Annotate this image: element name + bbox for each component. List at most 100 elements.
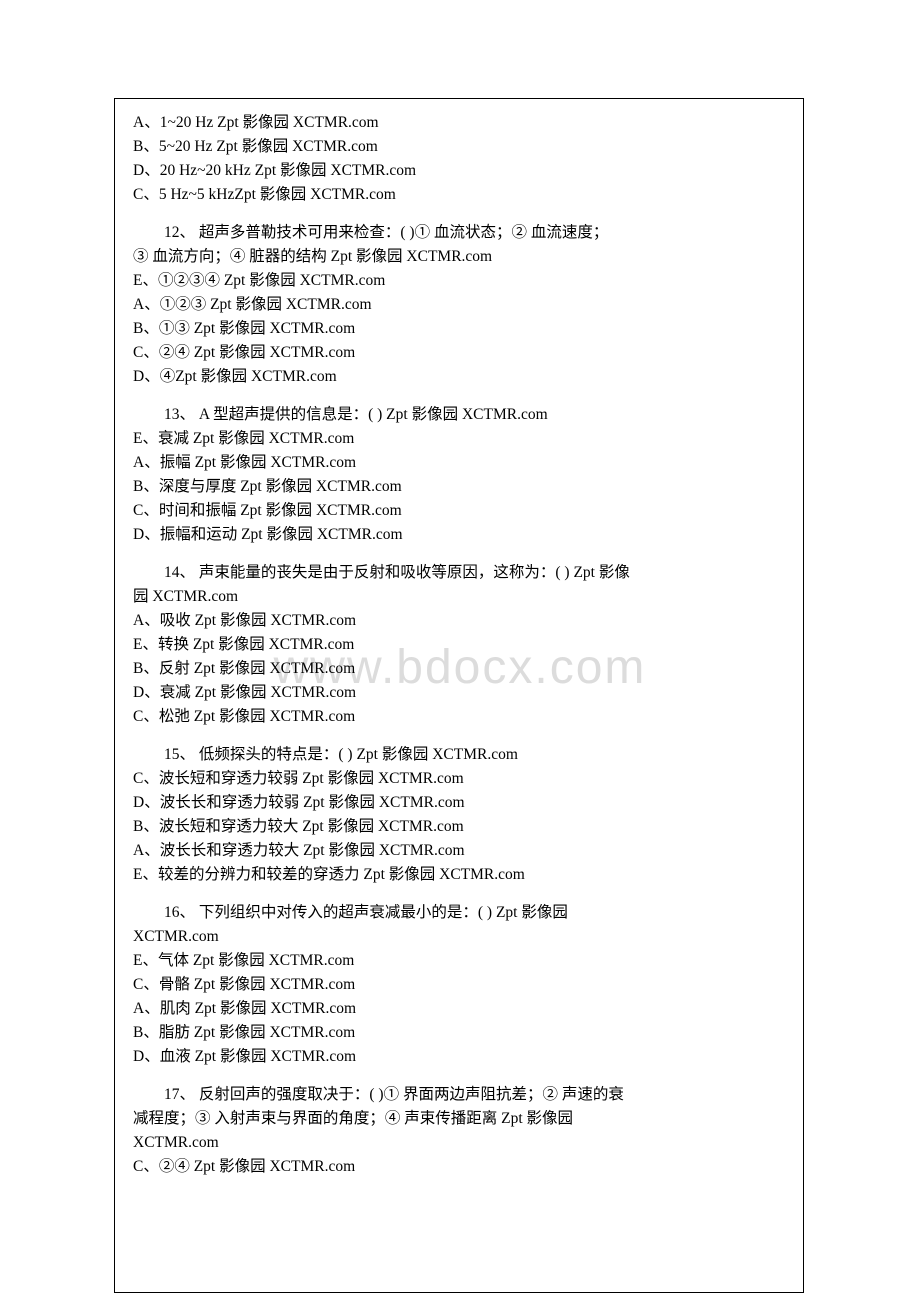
suffix: Zpt 影像园 XCTMR.com — [216, 138, 377, 155]
suffix: Zpt 影像园 XCTMR.com — [302, 770, 463, 787]
q15-option-b: B、波长短和穿透力较大 Zpt 影像园 XCTMR.com — [133, 815, 785, 839]
suffix: Zpt 影像园 XCTMR.com — [195, 1000, 356, 1017]
q15-q-text: 15、 低频探头的特点是：( ) — [164, 746, 353, 763]
suffix: Zpt 影像园 XCTMR.com — [255, 162, 416, 179]
q16-opt-c-text: C、骨骼 — [133, 976, 190, 993]
q11-opt-c-text: C、5 Hz~5 kHz — [133, 186, 234, 203]
q13-option-a: A、振幅 Zpt 影像园 XCTMR.com — [133, 451, 785, 475]
q11-option-d: D、20 Hz~20 kHz Zpt 影像园 XCTMR.com — [133, 159, 785, 183]
suffix: Zpt 影像园 XCTMR.com — [193, 952, 354, 969]
q12-opt-a-text: A、①②③ — [133, 296, 206, 313]
q14-q-p1: 14、 声束能量的丧失是由于反射和吸收等原因，这称为：( ) — [164, 564, 570, 581]
suffix: Zpt 影像园 XCTMR.com — [194, 660, 355, 677]
q16-opt-a-text: A、肌肉 — [133, 1000, 191, 1017]
suffix: Zpt 影像园 XCTMR.com — [195, 454, 356, 471]
q17-question-p3: XCTMR.com — [133, 1131, 785, 1155]
q15-opt-a-text: A、波长长和穿透力较大 — [133, 842, 299, 859]
q16-opt-e-text: E、气体 — [133, 952, 189, 969]
q14-opt-b-text: B、反射 — [133, 660, 190, 677]
suffix: Zpt 影像园 XCTMR.com — [193, 636, 354, 653]
q11-option-a: A、1~20 Hz Zpt 影像园 XCTMR.com — [133, 111, 785, 135]
q13-option-e: E、衰减 Zpt 影像园 XCTMR.com — [133, 427, 785, 451]
q16-option-e: E、气体 Zpt 影像园 XCTMR.com — [133, 949, 785, 973]
suffix: Zpt 影像园 XCTMR.com — [331, 248, 492, 265]
q15-question: 15、 低频探头的特点是：( ) Zpt 影像园 XCTMR.com — [133, 743, 785, 767]
q17-option-c: C、②④ Zpt 影像园 XCTMR.com — [133, 1155, 785, 1179]
q11-option-c: C、5 Hz~5 kHzZpt 影像园 XCTMR.com — [133, 183, 785, 207]
suffix: Zpt 影像园 XCTMR.com — [240, 478, 401, 495]
q16-option-a: A、肌肉 Zpt 影像园 XCTMR.com — [133, 997, 785, 1021]
suffix: Zpt 影像园 XCTMR.com — [195, 1048, 356, 1065]
suffix: Zpt 影像园 XCTMR.com — [356, 746, 517, 763]
suffix: Zpt 影像园 XCTMR.com — [303, 794, 464, 811]
q16-option-b: B、脂肪 Zpt 影像园 XCTMR.com — [133, 1021, 785, 1045]
q13-q-text: 13、 A 型超声提供的信息是：( ) — [164, 406, 382, 423]
q11-opt-a-text: A、1~20 Hz — [133, 114, 213, 131]
suffix: Zpt 影像园 XCTMR.com — [363, 866, 524, 883]
suffix: Zpt 影像园 XCTMR.com — [194, 1158, 355, 1175]
q12-option-c: C、②④ Zpt 影像园 XCTMR.com — [133, 341, 785, 365]
suffix: Zpt 影像园 XCTMR.com — [194, 1024, 355, 1041]
suffix: Zpt 影像园 XCTMR.com — [217, 114, 378, 131]
q11-opt-b-text: B、5~20 Hz — [133, 138, 212, 155]
q14-opt-d-text: D、衰减 — [133, 684, 191, 701]
q12-opt-c-text: C、②④ — [133, 344, 190, 361]
q12-opt-d-text: D、④ — [133, 368, 175, 385]
suffix: Zpt 影像园 XCTMR.com — [194, 344, 355, 361]
q12-question-p2: ③ 血流方向；④ 脏器的结构 Zpt 影像园 XCTMR.com — [133, 245, 785, 269]
suffix: Zpt 影像园 XCTMR.com — [195, 612, 356, 629]
q13-question: 13、 A 型超声提供的信息是：( ) Zpt 影像园 XCTMR.com — [133, 403, 785, 427]
q11-opt-d-text: D、20 Hz~20 kHz — [133, 162, 251, 179]
q14-question-p1: 14、 声束能量的丧失是由于反射和吸收等原因，这称为：( ) Zpt 影像 — [133, 561, 785, 585]
suffix: Zpt 影像园 XCTMR.com — [194, 976, 355, 993]
q13-option-d: D、振幅和运动 Zpt 影像园 XCTMR.com — [133, 523, 785, 547]
q14-option-a: A、吸收 Zpt 影像园 XCTMR.com — [133, 609, 785, 633]
q14-option-c: C、松弛 Zpt 影像园 XCTMR.com — [133, 705, 785, 729]
suffix: Zpt 影像园 XCTMR.com — [303, 842, 464, 859]
q15-opt-e-text: E、较差的分辨力和较差的穿透力 — [133, 866, 359, 883]
q13-opt-b-text: B、深度与厚度 — [133, 478, 236, 495]
suffix: Zpt 影像园 XCTMR.com — [240, 502, 401, 519]
suffix: Zpt 影像园 XCTMR.com — [386, 406, 547, 423]
q15-opt-b-text: B、波长短和穿透力较大 — [133, 818, 298, 835]
q14-option-b: B、反射 Zpt 影像园 XCTMR.com — [133, 657, 785, 681]
q11-option-b: B、5~20 Hz Zpt 影像园 XCTMR.com — [133, 135, 785, 159]
q16-option-d: D、血液 Zpt 影像园 XCTMR.com — [133, 1045, 785, 1069]
q13-opt-d-text: D、振幅和运动 — [133, 526, 237, 543]
q12-option-e: E、①②③④ Zpt 影像园 XCTMR.com — [133, 269, 785, 293]
suffix: Zpt 影像园 XCTMR.com — [234, 186, 395, 203]
q15-opt-d-text: D、波长长和穿透力较弱 — [133, 794, 299, 811]
q17-q-p2: 减程度；③ 入射声束与界面的角度；④ 声束传播距离 — [133, 1110, 497, 1127]
suffix: Zpt 影像园 XCTMR.com — [302, 818, 463, 835]
q17-question-p2: 减程度；③ 入射声束与界面的角度；④ 声束传播距离 Zpt 影像园 — [133, 1107, 785, 1131]
q14-opt-a-text: A、吸收 — [133, 612, 191, 629]
q13-opt-e-text: E、衰减 — [133, 430, 189, 447]
q16-opt-b-text: B、脂肪 — [133, 1024, 190, 1041]
q13-opt-c-text: C、时间和振幅 — [133, 502, 236, 519]
q12-opt-e-text: E、①②③④ — [133, 272, 220, 289]
q14-question-p2: 园 XCTMR.com — [133, 585, 785, 609]
q13-option-c: C、时间和振幅 Zpt 影像园 XCTMR.com — [133, 499, 785, 523]
suffix: Zpt 影像园 XCTMR.com — [194, 320, 355, 337]
q13-opt-a-text: A、振幅 — [133, 454, 191, 471]
suffix: Zpt 影像园 XCTMR.com — [175, 368, 336, 385]
q12-opt-b-text: B、①③ — [133, 320, 190, 337]
page-frame: A、1~20 Hz Zpt 影像园 XCTMR.com B、5~20 Hz Zp… — [114, 98, 804, 1293]
q14-option-d: D、衰减 Zpt 影像园 XCTMR.com — [133, 681, 785, 705]
q12-question-p1: 12、 超声多普勒技术可用来检查：( )① 血流状态；② 血流速度； — [133, 221, 785, 245]
suffix: Zpt 影像园 XCTMR.com — [224, 272, 385, 289]
suffix: Zpt 影像园 XCTMR.com — [193, 430, 354, 447]
suffix: Zpt 影像园 XCTMR.com — [210, 296, 371, 313]
q16-question-p2: XCTMR.com — [133, 925, 785, 949]
q16-opt-d-text: D、血液 — [133, 1048, 191, 1065]
q12-q-p2: ③ 血流方向；④ 脏器的结构 — [133, 248, 327, 265]
q15-option-a: A、波长长和穿透力较大 Zpt 影像园 XCTMR.com — [133, 839, 785, 863]
q12-option-b: B、①③ Zpt 影像园 XCTMR.com — [133, 317, 785, 341]
q15-option-d: D、波长长和穿透力较弱 Zpt 影像园 XCTMR.com — [133, 791, 785, 815]
q16-question-p1: 16、 下列组织中对传入的超声衰减最小的是：( ) Zpt 影像园 — [133, 901, 785, 925]
q17-opt-c-text: C、②④ — [133, 1158, 190, 1175]
q12-option-a: A、①②③ Zpt 影像园 XCTMR.com — [133, 293, 785, 317]
suffix: Zpt 影像园 XCTMR.com — [194, 708, 355, 725]
q15-option-e: E、较差的分辨力和较差的穿透力 Zpt 影像园 XCTMR.com — [133, 863, 785, 887]
content-area: A、1~20 Hz Zpt 影像园 XCTMR.com B、5~20 Hz Zp… — [133, 111, 785, 1179]
